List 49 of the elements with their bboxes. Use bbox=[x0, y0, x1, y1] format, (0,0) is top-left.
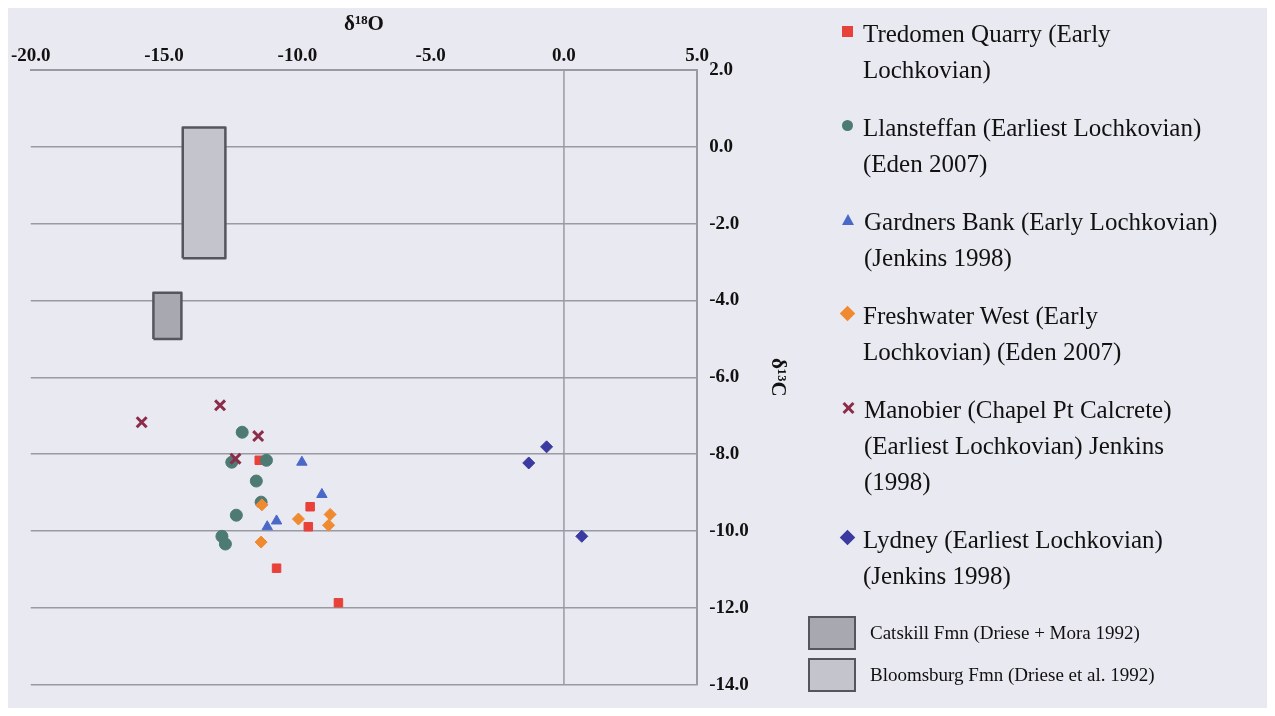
legend-label: Manobier (Chapel Pt Calcrete) (Earliest Lochkovian) Jenkins (1998) bbox=[864, 395, 1173, 498]
legend-label: Catskill Fmn (Driese + Mora 1992) bbox=[870, 621, 1140, 645]
point bbox=[296, 455, 308, 466]
x-tick-label: 5.0 bbox=[685, 43, 710, 65]
y-tick-label: -4.0 bbox=[709, 288, 740, 310]
y-tick-label: -8.0 bbox=[709, 442, 740, 464]
y-tick-label: -14.0 bbox=[709, 672, 749, 694]
legend-label: Bloomsburg Fmn (Driese et al. 1992) bbox=[870, 663, 1155, 687]
point bbox=[540, 440, 554, 454]
y-tick-label: -2.0 bbox=[709, 211, 740, 233]
point bbox=[575, 529, 589, 543]
point bbox=[135, 415, 149, 429]
x-tick-label: 0.0 bbox=[552, 43, 576, 65]
y-tick-label: 2.0 bbox=[709, 57, 733, 79]
x-axis-title: δ¹⁸O bbox=[344, 11, 384, 36]
y-tick-label: 0.0 bbox=[709, 134, 733, 156]
y-tick-label: -10.0 bbox=[709, 518, 749, 540]
y-axis-title: δ¹³C bbox=[766, 357, 791, 397]
point bbox=[303, 521, 314, 532]
point bbox=[251, 429, 265, 443]
point bbox=[218, 537, 232, 551]
point bbox=[229, 452, 242, 466]
point bbox=[323, 507, 337, 521]
point bbox=[213, 398, 227, 412]
point bbox=[522, 456, 536, 470]
point bbox=[235, 425, 249, 439]
point bbox=[322, 518, 336, 532]
point bbox=[254, 535, 268, 549]
point bbox=[259, 453, 273, 467]
point bbox=[271, 563, 282, 573]
legend-label: Llansteffan (Earliest Lochkovian) (Eden 2007) bbox=[863, 113, 1203, 180]
legend-label: Tredomen Quarry (Early Lochkovian) bbox=[863, 19, 1112, 86]
y-tick-label: -12.0 bbox=[709, 595, 749, 617]
point bbox=[270, 514, 283, 525]
point bbox=[305, 502, 315, 512]
point bbox=[261, 520, 273, 531]
y-tick-label: -6.0 bbox=[709, 365, 740, 387]
point bbox=[229, 508, 243, 522]
legend-label: Gardners Bank (Early Lochkovian) (Jenkins 1998) bbox=[864, 207, 1219, 274]
point bbox=[333, 598, 344, 608]
legend-label: Freshwater West (Early Lochkovian) (Eden 2007) bbox=[863, 301, 1123, 368]
x-tick-label: -10.0 bbox=[277, 43, 318, 65]
point bbox=[291, 512, 305, 526]
x-tick-label: -5.0 bbox=[415, 43, 446, 65]
x-tick-label: -20.0 bbox=[11, 43, 51, 65]
x-tick-label: -15.0 bbox=[144, 43, 184, 65]
point bbox=[316, 487, 328, 498]
point bbox=[249, 474, 263, 488]
legend-label: Lydney (Earliest Lochkovian) (Jenkins 1998) bbox=[863, 525, 1164, 592]
